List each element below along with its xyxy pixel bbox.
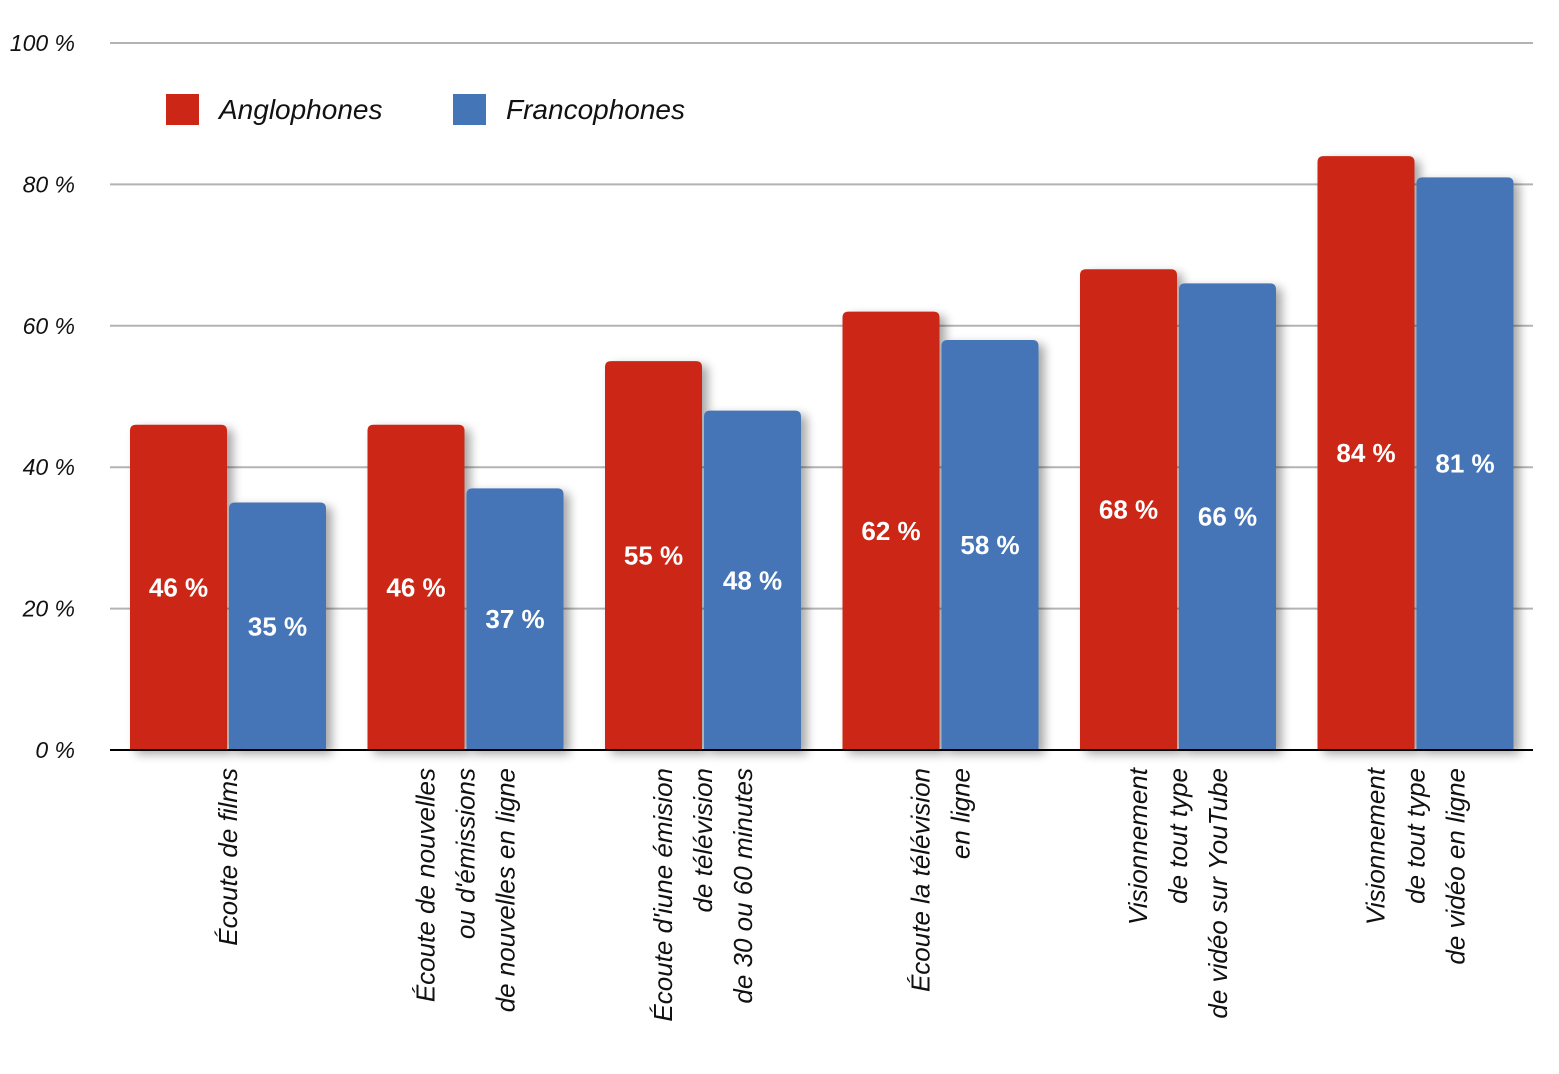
category-labels: Écoute de films Écoute de nouvelles ou d'é… xyxy=(213,766,1471,1021)
bar xyxy=(605,361,702,750)
category-label-line: Visionnement xyxy=(1123,766,1153,925)
category-label: Visionnement de tout type de vidéo en lign… xyxy=(1361,766,1471,964)
data-label: 81 % xyxy=(1435,449,1494,479)
y-tick-label: 20 % xyxy=(22,596,75,622)
legend-swatch xyxy=(453,94,486,125)
y-tick-label: 60 % xyxy=(23,313,75,339)
category-label-line: de télévision xyxy=(688,768,718,913)
category-label-line: ou d'émissions xyxy=(451,768,481,939)
data-label: 55 % xyxy=(624,541,683,571)
bar xyxy=(130,424,227,750)
gridlines xyxy=(110,42,1533,610)
legend-label: Anglophones xyxy=(217,94,382,125)
data-label: 58 % xyxy=(960,530,1019,560)
data-label: 62 % xyxy=(861,516,920,546)
bar xyxy=(1416,177,1514,750)
y-axis-ticks: 0 % 20 % 40 % 60 % 80 % 100 % xyxy=(10,30,75,763)
y-tick-label: 100 % xyxy=(10,30,75,56)
category-label-line: Écoute d'iune émision xyxy=(648,768,678,1022)
data-label: 48 % xyxy=(723,565,782,595)
bar xyxy=(704,410,801,750)
legend: Anglophones Francophones xyxy=(166,94,685,125)
category-label-line: Écoute de nouvelles xyxy=(411,768,441,1002)
bar xyxy=(1080,269,1177,750)
legend-label: Francophones xyxy=(506,94,685,125)
data-label: 68 % xyxy=(1099,495,1158,525)
y-tick-label: 0 % xyxy=(35,737,75,763)
data-labels: 46 % 46 % 55 % 62 % 68 % 84 % 35 % 37 % 48 % 58 %… xyxy=(149,438,1495,641)
category-label: Écoute de nouvelles ou d'émissions de nouv… xyxy=(411,768,521,1012)
category-label-line: de nouvelles en ligne xyxy=(491,768,521,1012)
y-tick-label: 80 % xyxy=(23,171,75,197)
category-label-line: en ligne xyxy=(946,768,976,859)
category-label: Écoute de films xyxy=(213,768,243,946)
bar xyxy=(229,502,326,750)
category-label-line: Écoute de films xyxy=(213,768,243,946)
data-label: 46 % xyxy=(149,572,208,602)
data-label: 66 % xyxy=(1198,502,1257,532)
category-label-line: Écoute la télévision xyxy=(906,768,936,992)
bars xyxy=(130,156,1514,750)
bar xyxy=(367,424,465,750)
legend-swatch xyxy=(166,94,199,125)
category-label-line: de tout type xyxy=(1163,768,1193,904)
bar xyxy=(1317,156,1415,750)
data-label: 46 % xyxy=(386,572,445,602)
data-label: 84 % xyxy=(1336,438,1395,468)
data-label: 37 % xyxy=(485,604,544,634)
category-label-line: Visionnement xyxy=(1361,766,1391,925)
category-label: Visionnement de tout type de vidéo sur You… xyxy=(1123,766,1233,1018)
category-label-line: de tout type xyxy=(1401,768,1431,904)
category-label: Écoute la télévision en ligne xyxy=(906,768,976,992)
bar xyxy=(941,339,1039,750)
bar xyxy=(1179,283,1276,750)
category-label-line: de vidéo en ligne xyxy=(1441,768,1471,965)
bar xyxy=(466,488,564,750)
bar xyxy=(842,311,940,750)
category-label-line: de vidéo sur YouTube xyxy=(1203,768,1233,1019)
category-label-line: de 30 ou 60 minutes xyxy=(728,768,758,1004)
category-label: Écoute d'iune émision de télévision de 30 … xyxy=(648,768,758,1022)
y-tick-label: 40 % xyxy=(23,454,75,480)
data-label: 35 % xyxy=(248,611,307,641)
